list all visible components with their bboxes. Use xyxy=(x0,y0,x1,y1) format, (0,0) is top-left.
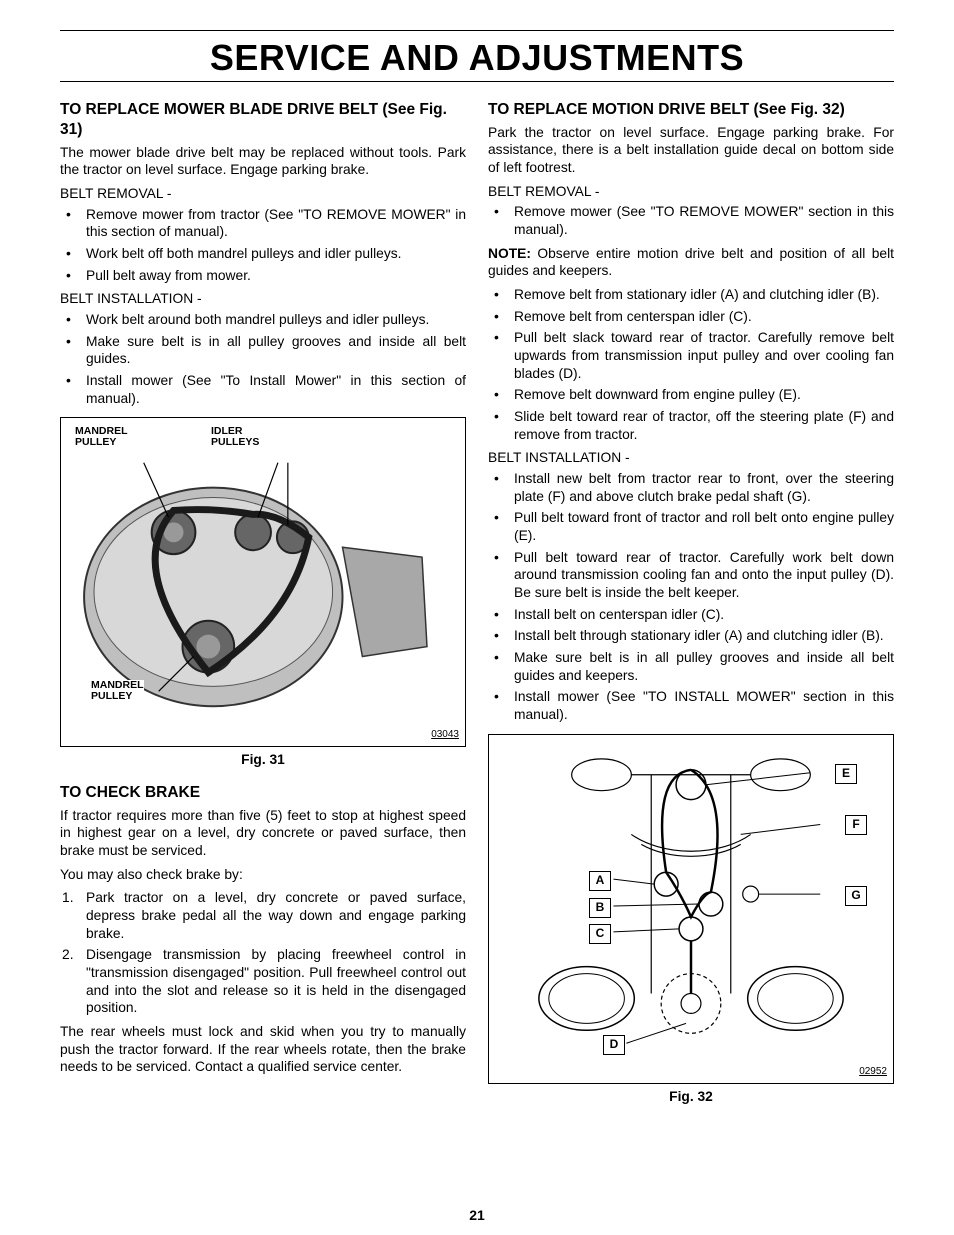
callout-d: D xyxy=(603,1035,625,1055)
callout-b: B xyxy=(589,898,611,918)
subhead-belt-install-left: BELT INSTALLATION - xyxy=(60,290,466,308)
callout-a: A xyxy=(589,871,611,891)
figure-32-code: 02952 xyxy=(859,1066,887,1079)
list-item: Work belt off both mandrel pulleys and i… xyxy=(60,245,466,263)
figure-31-box: MANDREL PULLEY IDLER PULLEYS MANDREL PUL… xyxy=(60,417,466,747)
list-removal-right-1: Remove mower (See "TO REMOVE MOWER" sect… xyxy=(488,203,894,238)
figure-31-code: 03043 xyxy=(431,729,459,742)
list-item: Pull belt toward rear of tractor. Carefu… xyxy=(488,549,894,602)
list-item: Work belt around both mandrel pulleys an… xyxy=(60,311,466,329)
list-item: Make sure belt is in all pulley grooves … xyxy=(488,649,894,684)
columns: TO REPLACE MOWER BLADE DRIVE BELT (See F… xyxy=(60,94,894,1119)
callout-f: F xyxy=(845,815,867,835)
subhead-belt-removal-right: BELT REMOVAL - xyxy=(488,183,894,201)
list-item: Pull belt away from mower. xyxy=(60,267,466,285)
heading-replace-blade-belt: TO REPLACE MOWER BLADE DRIVE BELT (See F… xyxy=(60,100,466,140)
list-item: Install new belt from tractor rear to fr… xyxy=(488,470,894,505)
list-item: Make sure belt is in all pulley grooves … xyxy=(60,333,466,368)
label-idler-pulleys: IDLER PULLEYS xyxy=(211,426,259,448)
list-item: Slide belt toward rear of tractor, off t… xyxy=(488,408,894,443)
left-column: TO REPLACE MOWER BLADE DRIVE BELT (See F… xyxy=(60,94,466,1119)
list-item: Remove mower from tractor (See "TO REMOV… xyxy=(60,206,466,241)
list-install-right: Install new belt from tractor rear to fr… xyxy=(488,470,894,724)
list-item: Install mower (See "TO INSTALL MOWER" se… xyxy=(488,688,894,723)
callout-e: E xyxy=(835,764,857,784)
list-item: Remove mower (See "TO REMOVE MOWER" sect… xyxy=(488,203,894,238)
callout-g: G xyxy=(845,886,867,906)
para-intro-right: Park the tractor on level surface. Engag… xyxy=(488,124,894,177)
label-mandrel-pulley-2: MANDREL PULLEY xyxy=(91,680,144,702)
list-item: Remove belt from stationary idler (A) an… xyxy=(488,286,894,304)
para-brake-3: The rear wheels must lock and skid when … xyxy=(60,1023,466,1076)
label-mandrel-pulley-1: MANDREL PULLEY xyxy=(75,426,128,448)
subhead-belt-removal-left: BELT REMOVAL - xyxy=(60,185,466,203)
note-text: Observe entire motion drive belt and pos… xyxy=(488,246,894,279)
list-item: Park tractor on a level, dry concrete or… xyxy=(60,889,466,942)
heading-check-brake: TO CHECK BRAKE xyxy=(60,783,466,803)
heading-replace-motion-belt: TO REPLACE MOTION DRIVE BELT (See Fig. 3… xyxy=(488,100,894,120)
figure-32-diagram xyxy=(489,735,893,1083)
rule-top xyxy=(60,30,894,31)
page-number: 21 xyxy=(0,1207,954,1223)
figure-32-caption: Fig. 32 xyxy=(488,1088,894,1106)
list-item: Remove belt downward from engine pulley … xyxy=(488,386,894,404)
note-label: NOTE: xyxy=(488,246,531,261)
list-item: Disengage transmission by placing freewh… xyxy=(60,946,466,1017)
list-item: Install mower (See "To Install Mower" in… xyxy=(60,372,466,407)
note-motion-belt: NOTE: Observe entire motion drive belt a… xyxy=(488,245,894,280)
list-removal-left: Remove mower from tractor (See "TO REMOV… xyxy=(60,206,466,285)
list-item: Pull belt slack toward rear of tractor. … xyxy=(488,329,894,382)
figure-32-box: E F A B C G D 02952 xyxy=(488,734,894,1084)
para-brake-1: If tractor requires more than five (5) f… xyxy=(60,807,466,860)
list-removal-right-2: Remove belt from stationary idler (A) an… xyxy=(488,286,894,443)
page-title: SERVICE AND ADJUSTMENTS xyxy=(60,37,894,79)
list-item: Remove belt from centerspan idler (C). xyxy=(488,308,894,326)
list-item: Install belt on centerspan idler (C). xyxy=(488,606,894,624)
list-brake-steps: Park tractor on a level, dry concrete or… xyxy=(60,889,466,1017)
subhead-belt-install-right: BELT INSTALLATION - xyxy=(488,449,894,467)
rule-bottom xyxy=(60,81,894,82)
list-item: Install belt through stationary idler (A… xyxy=(488,627,894,645)
callout-c: C xyxy=(589,924,611,944)
para-brake-2: You may also check brake by: xyxy=(60,866,466,884)
list-install-left: Work belt around both mandrel pulleys an… xyxy=(60,311,466,407)
figure-31-caption: Fig. 31 xyxy=(60,751,466,769)
right-column: TO REPLACE MOTION DRIVE BELT (See Fig. 3… xyxy=(488,94,894,1119)
list-item: Pull belt toward front of tractor and ro… xyxy=(488,509,894,544)
para-intro-left: The mower blade drive belt may be replac… xyxy=(60,144,466,179)
